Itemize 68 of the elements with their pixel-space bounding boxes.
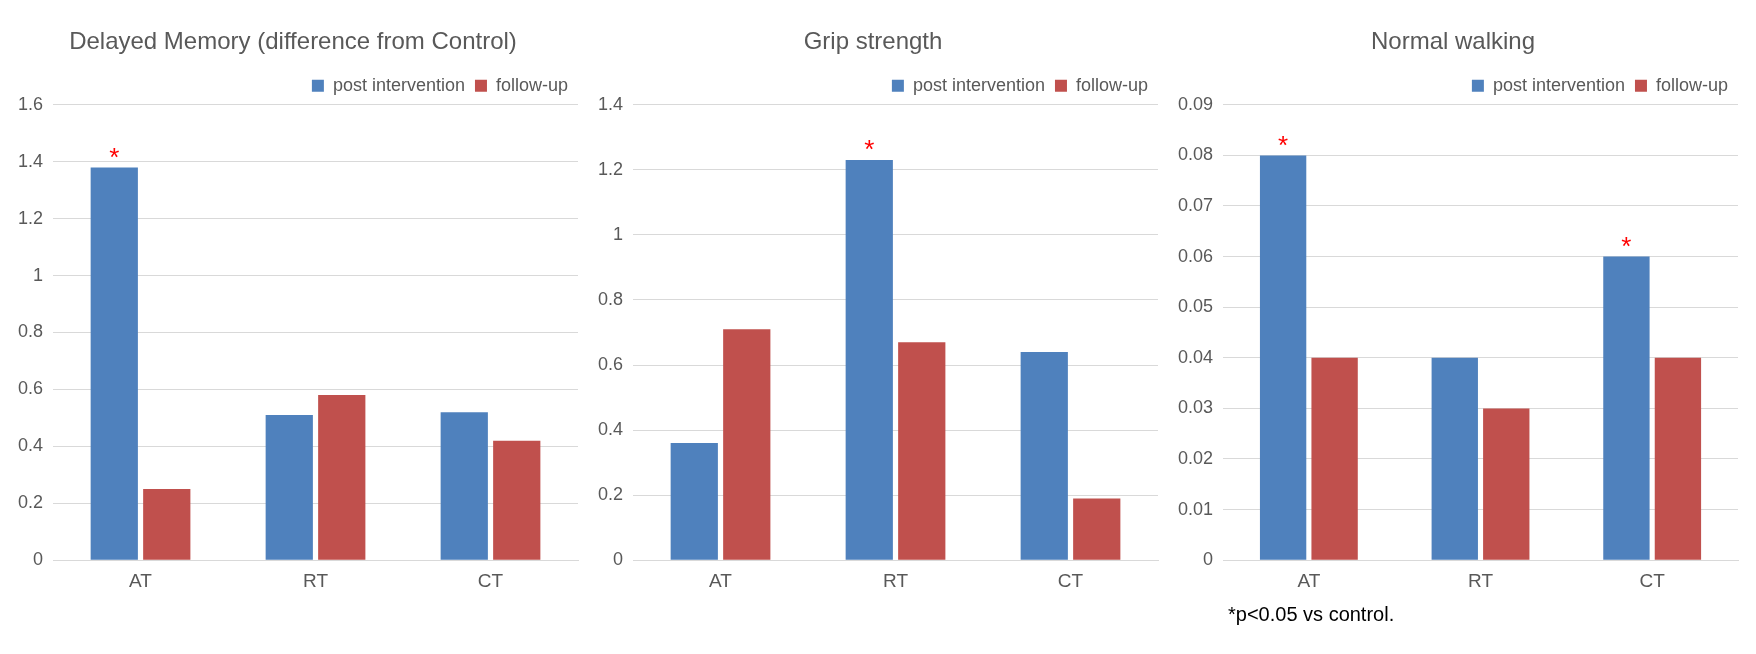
legend-label: follow-up xyxy=(1655,74,1729,95)
bar xyxy=(440,412,488,560)
y-tick-label: 0.6 xyxy=(17,378,44,399)
bar xyxy=(1483,408,1530,560)
x-tick-label: AT xyxy=(129,569,153,591)
annotation: * xyxy=(1278,129,1289,160)
chart-title: Delayed Memory (difference from Control) xyxy=(69,27,517,55)
chart-title: Normal walking xyxy=(1370,27,1536,55)
y-tick-label: 1.4 xyxy=(17,150,44,171)
chart-title: Grip strength xyxy=(803,27,943,55)
y-tick-label: 1.4 xyxy=(597,93,624,114)
x-tick-label: RT xyxy=(303,569,329,591)
bar xyxy=(1654,357,1702,560)
y-tick-label: 0.4 xyxy=(597,419,624,440)
x-tick-label: AT xyxy=(709,569,733,591)
bar xyxy=(1431,357,1478,560)
y-tick-label: 0.07 xyxy=(1177,194,1214,215)
bar xyxy=(845,160,893,560)
y-tick-label: 0.02 xyxy=(1177,447,1214,468)
y-tick-label: 0.01 xyxy=(1177,498,1214,519)
y-tick-label: 0.8 xyxy=(597,288,624,309)
y-tick-label: 0.08 xyxy=(1177,144,1214,165)
bar xyxy=(318,395,366,560)
y-tick-label: 1 xyxy=(613,223,624,244)
y-tick-label: 0 xyxy=(613,549,624,570)
y-tick-label: 1.2 xyxy=(17,207,44,228)
y-tick-label: 1.6 xyxy=(17,93,44,114)
y-tick-label: 0.2 xyxy=(17,492,44,513)
x-tick-label: CT xyxy=(477,569,504,591)
legend-label: post intervention xyxy=(332,74,465,95)
bar xyxy=(143,489,191,560)
y-tick-label: 0.8 xyxy=(17,321,44,342)
y-tick-label: 0.04 xyxy=(1177,346,1214,367)
bar xyxy=(1311,357,1358,560)
bar xyxy=(898,342,946,560)
bar xyxy=(723,329,771,560)
y-tick-label: 0.05 xyxy=(1177,296,1214,317)
y-tick-label: 0.03 xyxy=(1177,397,1214,418)
text: *p<0.05 vs control. xyxy=(1227,603,1396,626)
bar xyxy=(493,440,541,560)
y-tick-label: 0 xyxy=(1203,549,1214,570)
y-tick-label: 0.6 xyxy=(597,354,624,374)
bar xyxy=(1020,352,1068,560)
y-tick-label: 0.2 xyxy=(597,484,624,505)
x-tick-label: RT xyxy=(883,569,909,591)
legend-label: follow-up xyxy=(1075,74,1149,95)
bar xyxy=(1073,498,1121,560)
y-tick-label: 0.09 xyxy=(1177,93,1214,114)
y-tick-label: 1 xyxy=(33,264,44,285)
annotation: * xyxy=(109,141,120,172)
legend-label: post intervention xyxy=(1492,74,1625,95)
legend-label: post intervention xyxy=(912,74,1045,95)
bar xyxy=(90,167,138,560)
x-tick-label: AT xyxy=(1297,569,1321,591)
y-tick-label: 0 xyxy=(33,549,44,570)
bar xyxy=(1603,256,1650,560)
annotation: * xyxy=(1621,230,1632,261)
annotation: * xyxy=(864,134,875,165)
x-tick-label: RT xyxy=(1468,569,1494,591)
x-tick-label: CT xyxy=(1057,569,1084,591)
bar xyxy=(265,415,313,560)
bar xyxy=(1259,155,1307,560)
y-tick-label: 1.2 xyxy=(597,158,624,179)
bar xyxy=(670,443,718,560)
x-tick-label: CT xyxy=(1639,569,1666,591)
y-tick-label: 0.06 xyxy=(1177,245,1214,266)
legend-label: follow-up xyxy=(495,74,569,95)
y-tick-label: 0.4 xyxy=(17,435,44,456)
